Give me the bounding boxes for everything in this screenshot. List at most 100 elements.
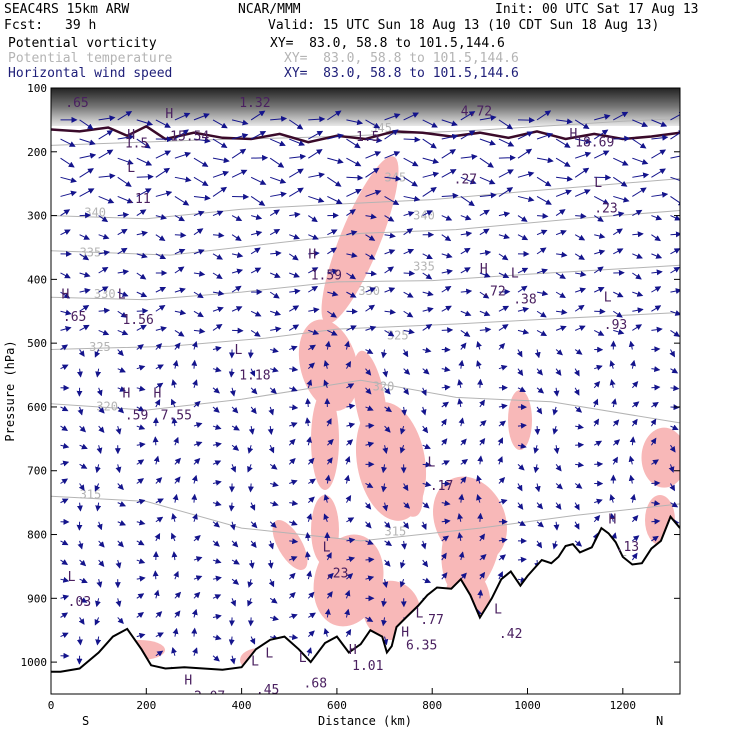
wind-arrow [60,157,75,168]
pv-extremum-label: L [511,266,519,281]
wind-arrow [79,324,90,331]
wind-arrow [612,456,618,465]
wind-arrow [594,364,603,371]
pv-extremum-label: L [118,288,126,303]
wind-arrow [365,441,375,448]
wind-arrow [174,129,189,140]
wind-arrow [117,520,127,526]
wind-arrow [613,195,630,203]
wind-arrow [555,502,562,510]
wind-arrow [555,189,572,197]
pv-shaded-patch [726,484,740,558]
theta-label-315: 315 [80,487,102,501]
wind-arrow [155,119,171,128]
theta-label-340: 340 [84,205,106,219]
x-axis-title: Distance (km) [318,714,412,728]
wind-arrow [670,329,680,337]
pv-extremum-label: 1.32 [239,96,270,111]
forecast-hour: 39 h [65,18,97,33]
wind-arrow [555,209,566,216]
wind-arrow [270,481,279,488]
wind-arrow [384,406,393,413]
wind-arrow [593,195,610,205]
wind-arrow [193,137,211,144]
wind-arrow [60,576,70,583]
wind-arrow [60,632,69,639]
wind-arrow [479,138,496,146]
wind-arrow [270,250,282,257]
wind-arrow [289,305,300,312]
wind-arrow [575,461,585,468]
forecast-label: Fcst: [4,18,44,33]
wind-arrow [155,190,173,197]
wind-arrow [117,228,128,236]
wind-arrow [193,441,203,447]
wind-arrow [305,398,311,407]
field-theta-xy: XY= 83.0, 58.8 to 101.5,144.6 [284,51,519,66]
wind-arrow [60,539,69,546]
wind-arrow [382,579,389,588]
wind-arrow [422,324,433,331]
wind-arrow [479,176,496,185]
wind-arrow [346,138,361,149]
model-name: SEAC4RS 15km ARW [4,2,130,17]
wind-arrow [171,647,177,656]
wind-arrow [631,418,638,427]
wind-arrow [117,483,124,491]
wind-arrow [441,215,453,221]
wind-arrow [479,420,487,427]
wind-arrow [381,349,387,359]
wind-arrow [536,247,547,255]
wind-arrow [536,176,552,187]
wind-arrow [420,406,427,416]
pv-extremum-label: .93 [604,318,627,333]
wind-arrow [248,425,255,435]
wind-arrow [384,425,391,433]
wind-arrow [670,129,680,140]
wind-arrow [289,288,301,295]
wind-arrow [536,268,548,275]
wind-arrow [136,291,148,298]
wind-arrow [174,232,187,239]
wind-arrow [670,367,679,374]
wind-arrow [517,148,533,159]
wind-arrow [460,310,472,317]
wind-arrow [632,187,647,197]
wind-arrow [76,636,83,646]
pv-extremum-label: L [494,603,502,618]
y-tick-label: 300 [27,210,47,223]
wind-arrow [517,422,527,429]
wind-arrow [155,167,171,178]
wind-arrow [632,272,642,280]
wind-arrow [403,176,418,187]
wind-arrow [289,634,299,641]
wind-arrow [593,440,603,447]
wind-arrow [326,552,332,561]
wind-arrow [365,234,376,241]
pv-extremum-label: L [416,606,424,621]
wind-arrow [401,406,408,416]
wind-arrow [98,233,110,240]
wind-arrow [212,424,222,430]
wind-arrow [193,228,204,236]
wind-arrow [327,438,334,446]
wind-arrow [613,135,631,142]
wind-arrow [536,310,547,318]
wind-arrow [441,460,450,466]
wind-arrow [247,598,253,607]
terrain-line [51,514,680,673]
wind-arrow [517,328,530,335]
pv-extremum-label: H [609,513,617,528]
wind-arrow [327,572,334,580]
wind-arrow [556,118,573,125]
wind-arrow [612,439,621,446]
wind-arrow [573,387,580,396]
wind-arrow [457,532,464,541]
center-name: NCAR/MMM [238,2,301,17]
wind-arrow [136,188,152,197]
wind-arrow [403,502,411,509]
wind-arrow [422,559,429,568]
wind-arrow [479,157,494,168]
pv-extremum-label: .38 [513,293,536,308]
wind-arrow [136,424,146,430]
